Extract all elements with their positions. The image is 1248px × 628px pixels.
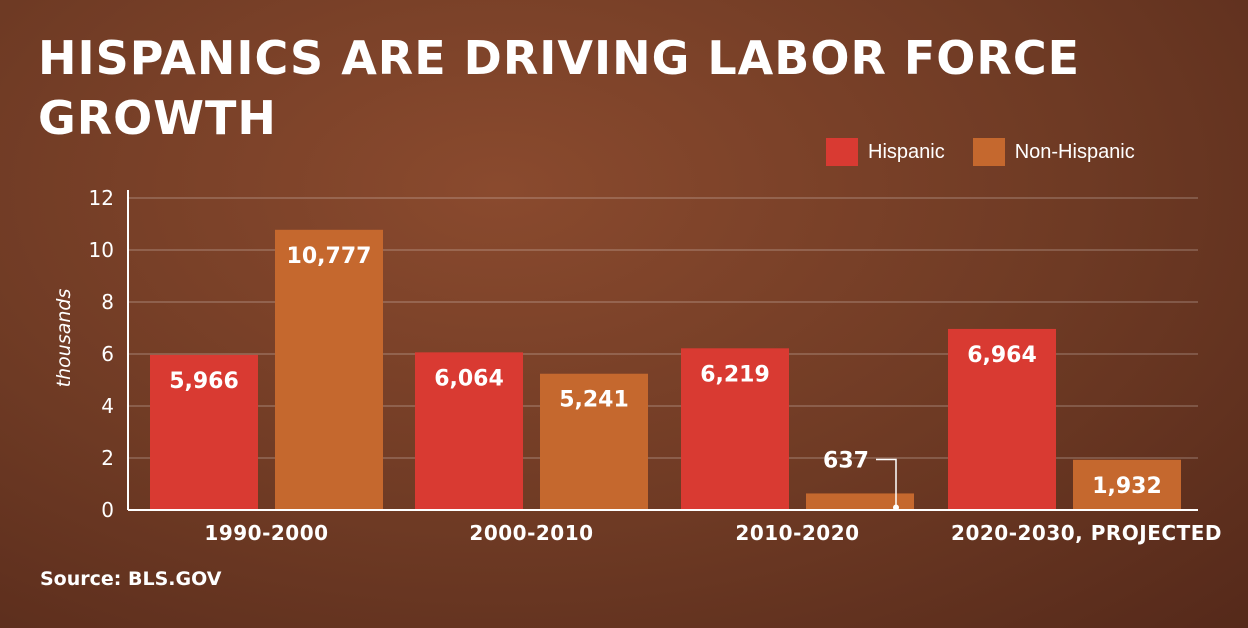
legend-item-non-hispanic: Non-Hispanic	[972, 138, 1135, 166]
legend-swatch-non-hispanic	[972, 138, 1005, 166]
bar-hispanic	[150, 354, 258, 510]
bar-hispanic	[681, 348, 789, 510]
bar-hispanic	[415, 352, 523, 510]
y-tick-label: 0	[101, 498, 114, 522]
chart-title: HISPANICS ARE DRIVING LABOR FORCE GROWTH	[38, 31, 1081, 145]
data-label: 5,241	[559, 388, 629, 413]
y-axis-label: thousands	[53, 289, 75, 388]
legend-swatch-hispanic	[826, 138, 858, 166]
bar-non-hispanic	[1073, 459, 1181, 510]
y-tick-label: 8	[101, 290, 114, 314]
x-tick-label: 1990-2000	[204, 521, 328, 545]
data-label: 5,966	[169, 369, 239, 394]
bar-non-hispanic	[275, 229, 383, 510]
leader-dot	[893, 504, 899, 511]
x-tick-label: 2010-2020	[735, 521, 859, 545]
data-label: 6,964	[967, 343, 1037, 368]
bar-non-hispanic	[540, 373, 648, 510]
data-label: 1,932	[1092, 474, 1162, 499]
data-label: 637	[823, 448, 869, 473]
legend: Hispanic Non-Hispanic	[826, 138, 1163, 166]
data-label: 6,064	[434, 366, 504, 391]
legend-label-hispanic: Hispanic	[868, 140, 945, 163]
source-note: Source: BLS.GOV	[40, 568, 222, 590]
bar-non-hispanic	[806, 493, 914, 510]
y-tick-label: 6	[101, 342, 114, 366]
y-tick-label: 10	[89, 238, 114, 262]
x-tick-label: 2020-2030, PROJECTED	[951, 521, 1222, 545]
leader-line	[876, 458, 897, 508]
bar-hispanic	[948, 328, 1056, 510]
y-tick-label: 2	[101, 446, 114, 470]
data-label: 6,219	[700, 362, 770, 387]
y-tick-label: 4	[101, 394, 114, 418]
y-tick-label: 12	[89, 186, 114, 210]
x-tick-label: 2000-2010	[469, 521, 593, 545]
legend-label-non-hispanic: Non-Hispanic	[1014, 140, 1135, 163]
legend-item-hispanic: Hispanic	[826, 138, 945, 166]
data-label: 10,777	[287, 244, 372, 269]
